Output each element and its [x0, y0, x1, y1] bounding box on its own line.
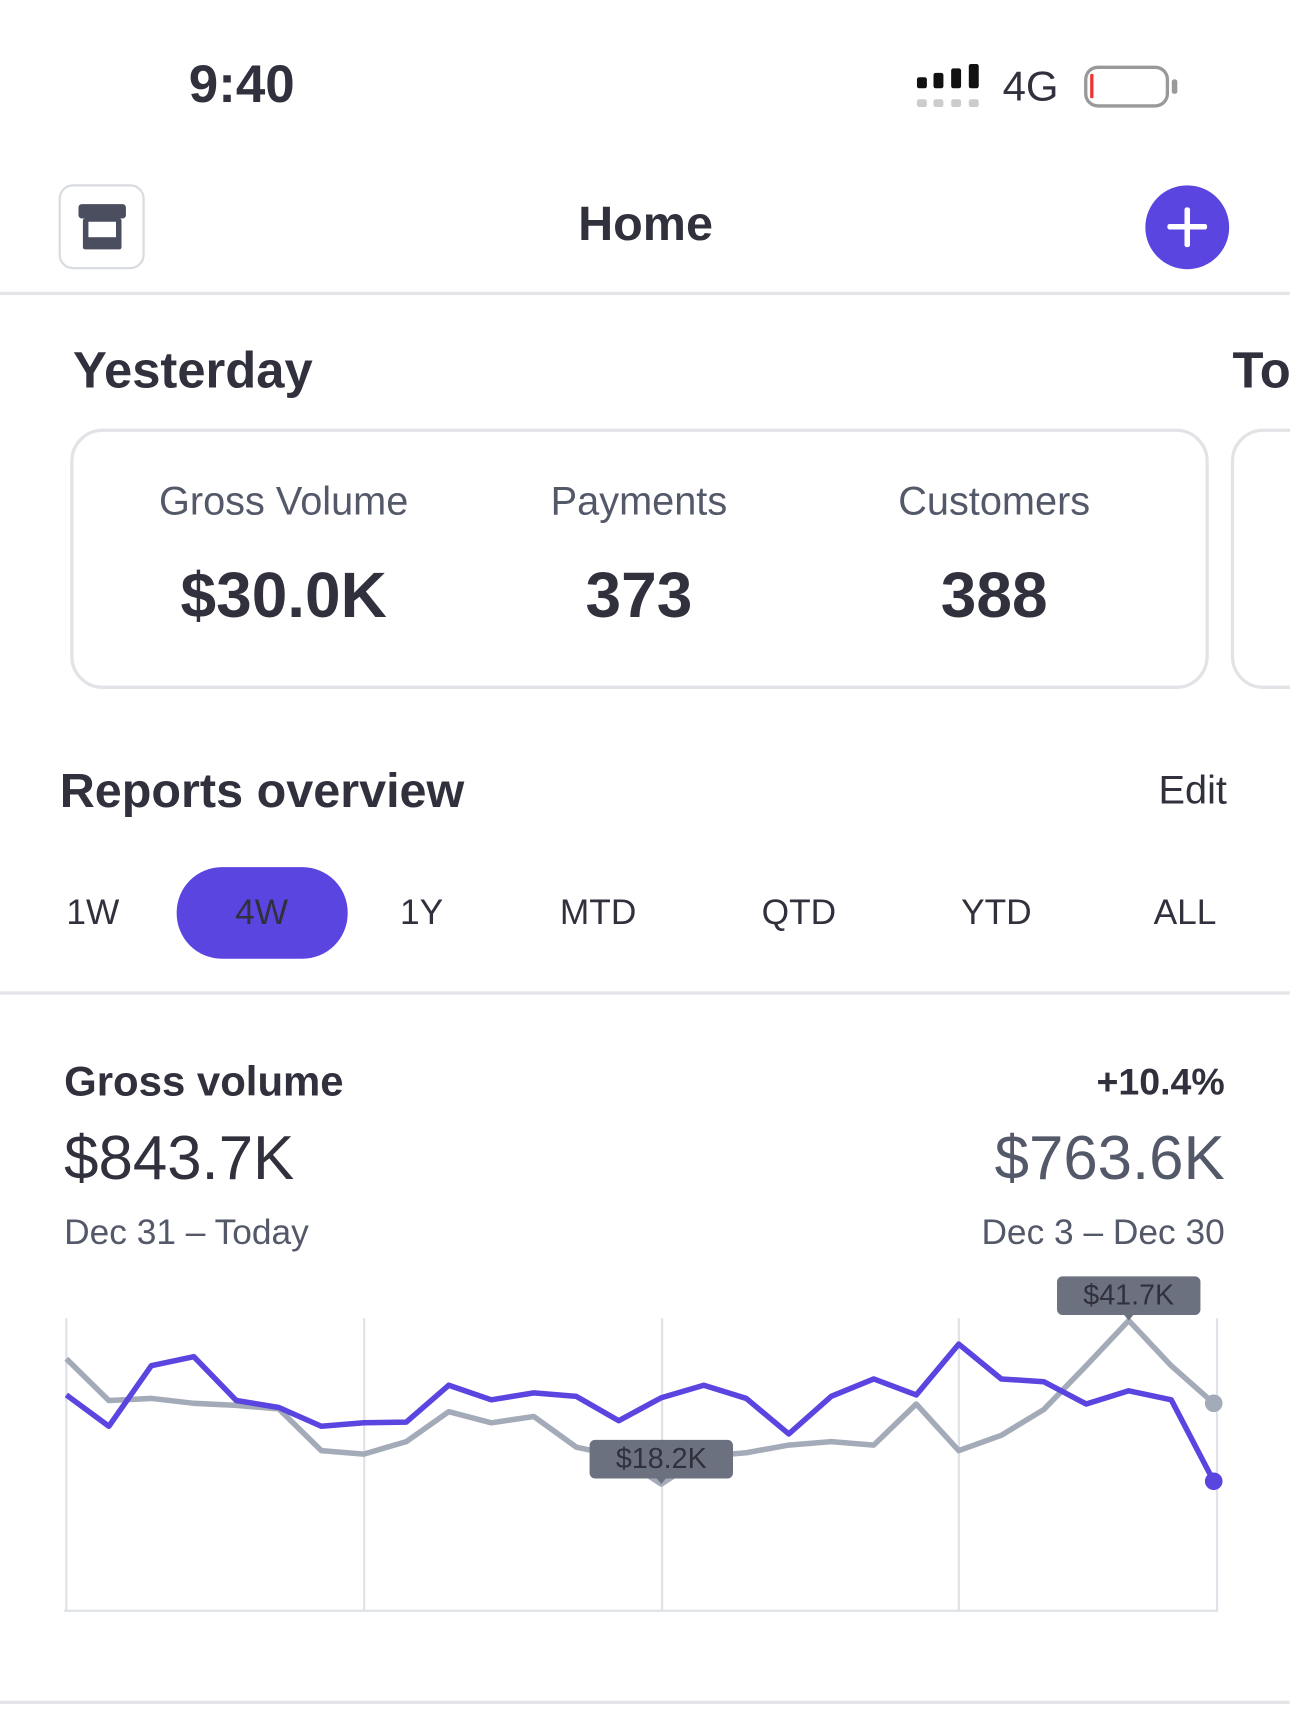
- period-tab[interactable]: 1Y: [400, 893, 443, 932]
- metrics-card: [70, 428, 1209, 689]
- current-value: $843.7K: [64, 1124, 294, 1193]
- signal-icon: [916, 63, 979, 108]
- period-tab[interactable]: MTD: [560, 893, 636, 932]
- value-label-pointer: [655, 1477, 667, 1485]
- section-title: Yesterday: [73, 341, 313, 398]
- period-tab[interactable]: QTD: [762, 893, 837, 932]
- period-tab[interactable]: 4W: [235, 893, 289, 932]
- network-label: 4G: [1003, 62, 1059, 109]
- value-label-box: [589, 1439, 733, 1479]
- metric-label: Gross Volume: [159, 480, 408, 524]
- end-dot: [1204, 1394, 1223, 1413]
- metrics-card: [1230, 428, 1290, 689]
- period-tab[interactable]: ALL: [1154, 893, 1217, 932]
- value-label: $18.2K: [616, 1443, 707, 1475]
- metric-value: $30.0K: [181, 559, 387, 631]
- status-time: 9:40: [189, 55, 295, 114]
- series-line: [64, 1341, 1217, 1483]
- section-title: To: [1232, 341, 1290, 398]
- value-label-box: [1057, 1276, 1201, 1315]
- change-percent: +10.4%: [1097, 1060, 1225, 1102]
- metric-title: Gross volume: [64, 1058, 343, 1105]
- chart: $18.2K $41.7K: [64, 1276, 1223, 1612]
- current-range: Dec 31 – Today: [64, 1213, 309, 1252]
- metric-label: Payments: [551, 480, 728, 524]
- edit-link[interactable]: Edit: [1159, 769, 1227, 813]
- value-label-pointer: [1123, 1313, 1135, 1321]
- period-selected: [176, 867, 348, 959]
- section-title: Reports overview: [60, 764, 465, 818]
- end-dot: [1204, 1472, 1223, 1491]
- previous-value: $763.6K: [995, 1124, 1225, 1193]
- metric-value: 388: [941, 559, 1048, 631]
- metric-value: 373: [586, 559, 693, 631]
- metric-label: Customers: [898, 480, 1090, 524]
- header-title: Home: [578, 197, 713, 251]
- add-button[interactable]: [1145, 185, 1230, 270]
- store-button[interactable]: [58, 184, 145, 270]
- value-label: $41.7K: [1083, 1279, 1174, 1311]
- battery-icon: [1084, 65, 1178, 108]
- previous-range: Dec 3 – Dec 30: [981, 1213, 1224, 1252]
- period-tab[interactable]: 1W: [66, 893, 120, 932]
- period-tab[interactable]: YTD: [961, 893, 1032, 932]
